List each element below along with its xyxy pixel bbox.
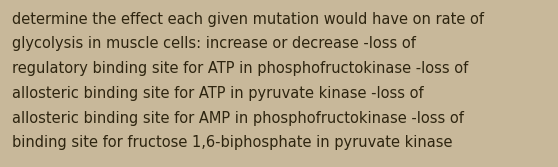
Text: binding site for fructose 1,6-biphosphate in pyruvate kinase: binding site for fructose 1,6-biphosphat… [12, 135, 453, 150]
Text: glycolysis in muscle cells: increase or decrease -loss of: glycolysis in muscle cells: increase or … [12, 36, 416, 51]
Text: determine the effect each given mutation would have on rate of: determine the effect each given mutation… [12, 12, 484, 27]
Text: regulatory binding site for ATP in phosphofructokinase -loss of: regulatory binding site for ATP in phosp… [12, 61, 469, 76]
Text: allosteric binding site for AMP in phosphofructokinase -loss of: allosteric binding site for AMP in phosp… [12, 111, 464, 126]
Text: allosteric binding site for ATP in pyruvate kinase -loss of: allosteric binding site for ATP in pyruv… [12, 86, 424, 101]
